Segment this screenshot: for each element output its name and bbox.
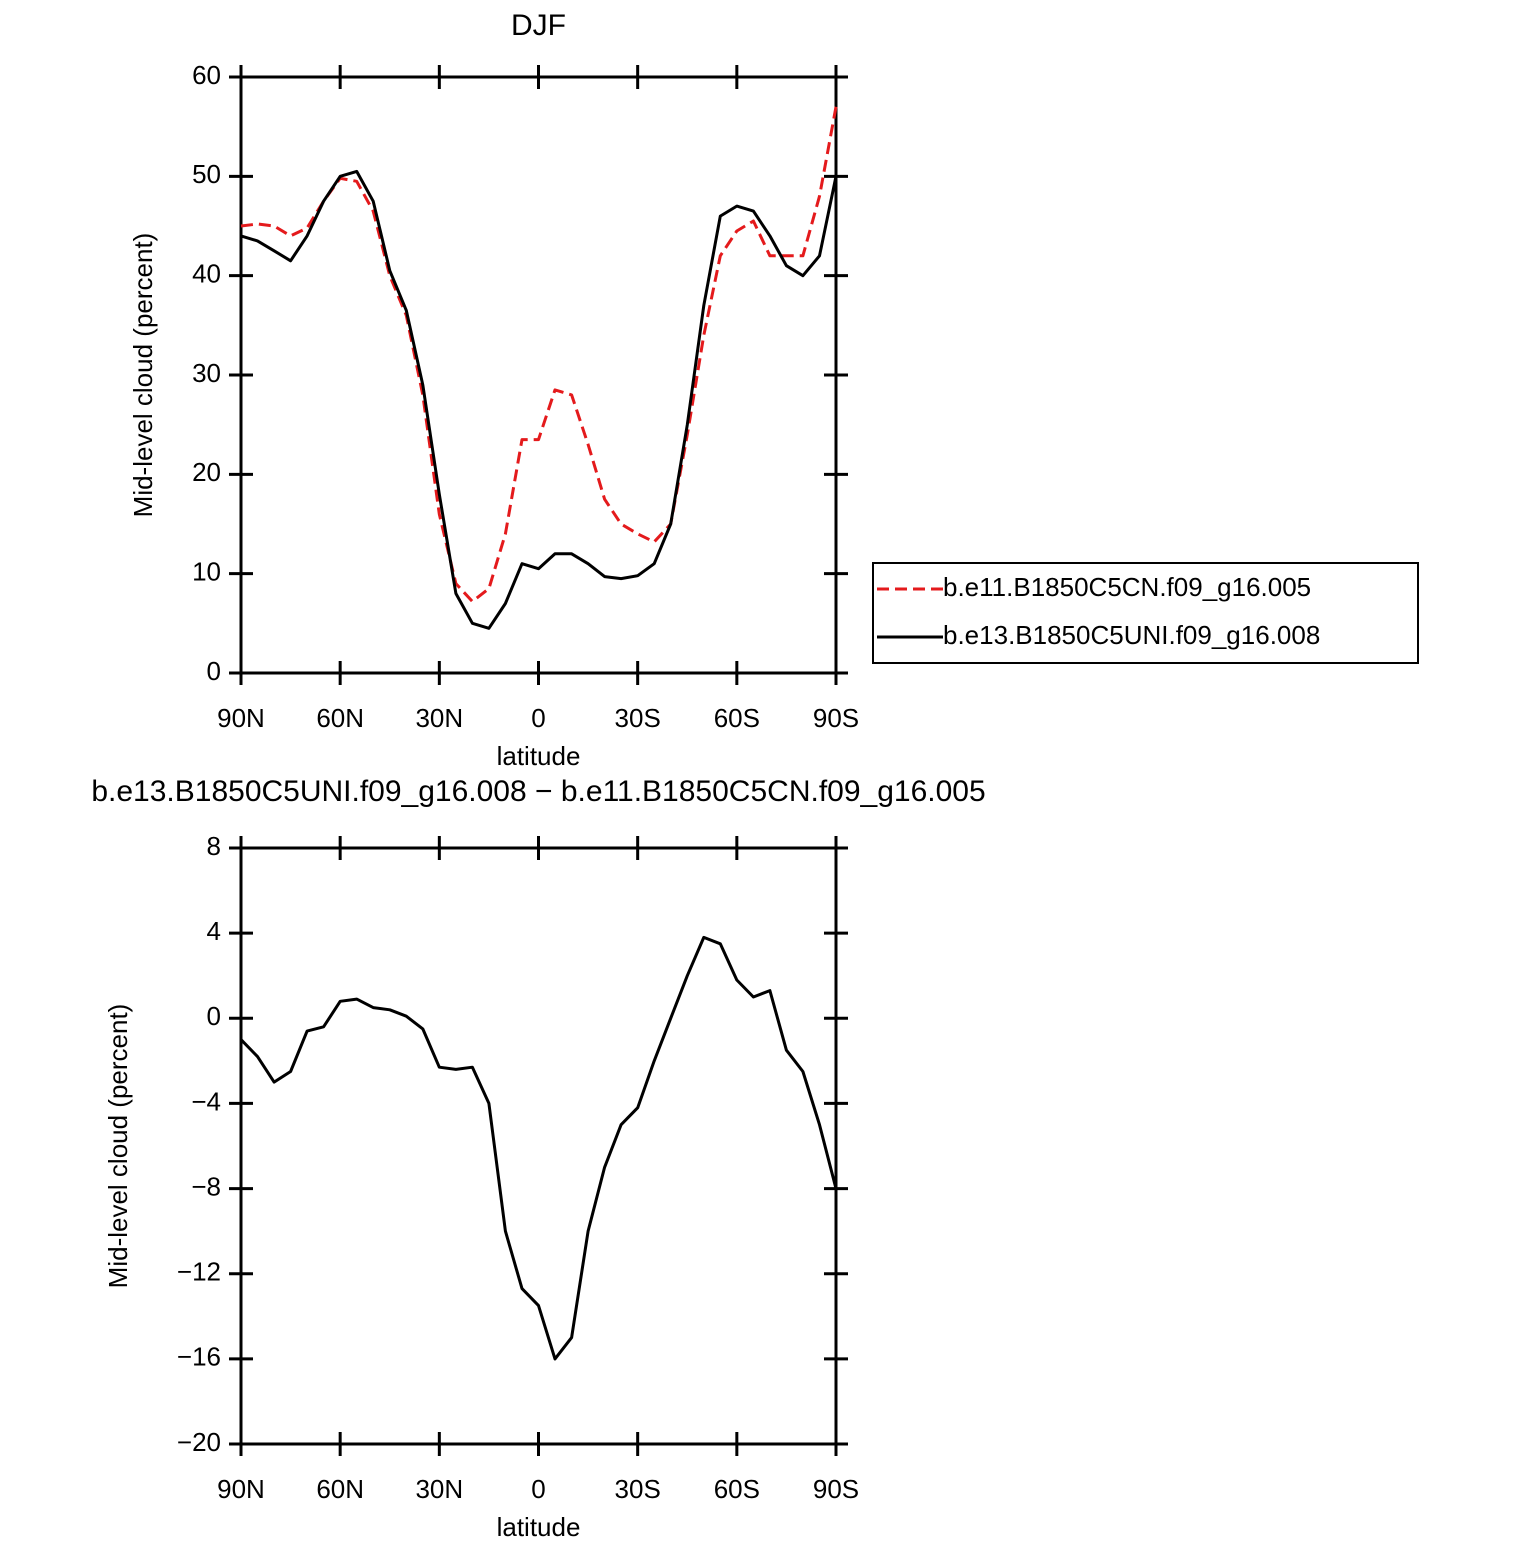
y-tick-label: −12 <box>177 1257 221 1287</box>
y-axis-label: Mid-level cloud (percent) <box>103 1004 133 1289</box>
series-line <box>240 106 838 603</box>
y-tick-label: −4 <box>191 1086 221 1116</box>
y-tick-label: 8 <box>207 831 221 861</box>
x-tick-label: 30N <box>415 1474 463 1504</box>
x-tick-label: 30S <box>615 703 661 733</box>
x-tick-label: 0 <box>531 703 545 733</box>
legend-label: b.e11.B1850C5CN.f09_g16.005 <box>943 572 1311 602</box>
y-axis-label: Mid-level cloud (percent) <box>128 233 158 518</box>
x-tick-label: 60N <box>316 1474 364 1504</box>
legend-label: b.e13.B1850C5UNI.f09_g16.008 <box>943 620 1320 650</box>
y-tick-label: 0 <box>207 1001 221 1031</box>
x-tick-label: 90S <box>813 703 859 733</box>
y-tick-label: −8 <box>191 1171 221 1201</box>
y-tick-label: 30 <box>192 358 221 388</box>
x-tick-label: 30S <box>615 1474 661 1504</box>
x-tick-label: 60S <box>714 703 760 733</box>
y-tick-label: 40 <box>192 259 221 289</box>
chart-title: DJF <box>511 9 566 42</box>
x-tick-label: 90N <box>217 1474 265 1504</box>
x-tick-label: 0 <box>531 1474 545 1504</box>
x-tick-label: 90S <box>813 1474 859 1504</box>
plot-frame <box>239 75 838 675</box>
x-tick-label: 30N <box>415 703 463 733</box>
y-tick-label: 0 <box>207 656 221 686</box>
x-tick-label: 60S <box>714 1474 760 1504</box>
y-tick-label: 4 <box>207 916 221 946</box>
x-axis-label: latitude <box>497 1512 581 1542</box>
y-tick-label: 20 <box>192 457 221 487</box>
series-line <box>239 935 838 1361</box>
y-tick-label: 50 <box>192 159 221 189</box>
x-axis-label: latitude <box>497 741 581 771</box>
legend-box <box>872 562 1419 664</box>
y-tick-label: −16 <box>177 1342 221 1372</box>
y-tick-label: 10 <box>192 557 221 587</box>
x-tick-label: 90N <box>217 703 265 733</box>
chart-title: b.e13.B1850C5UNI.f09_g16.008 − b.e11.B18… <box>91 775 985 808</box>
series-line <box>240 169 838 630</box>
plot-frame <box>239 846 838 1446</box>
x-tick-label: 60N <box>316 703 364 733</box>
y-tick-label: 60 <box>192 60 221 90</box>
y-tick-label: −20 <box>177 1427 221 1457</box>
